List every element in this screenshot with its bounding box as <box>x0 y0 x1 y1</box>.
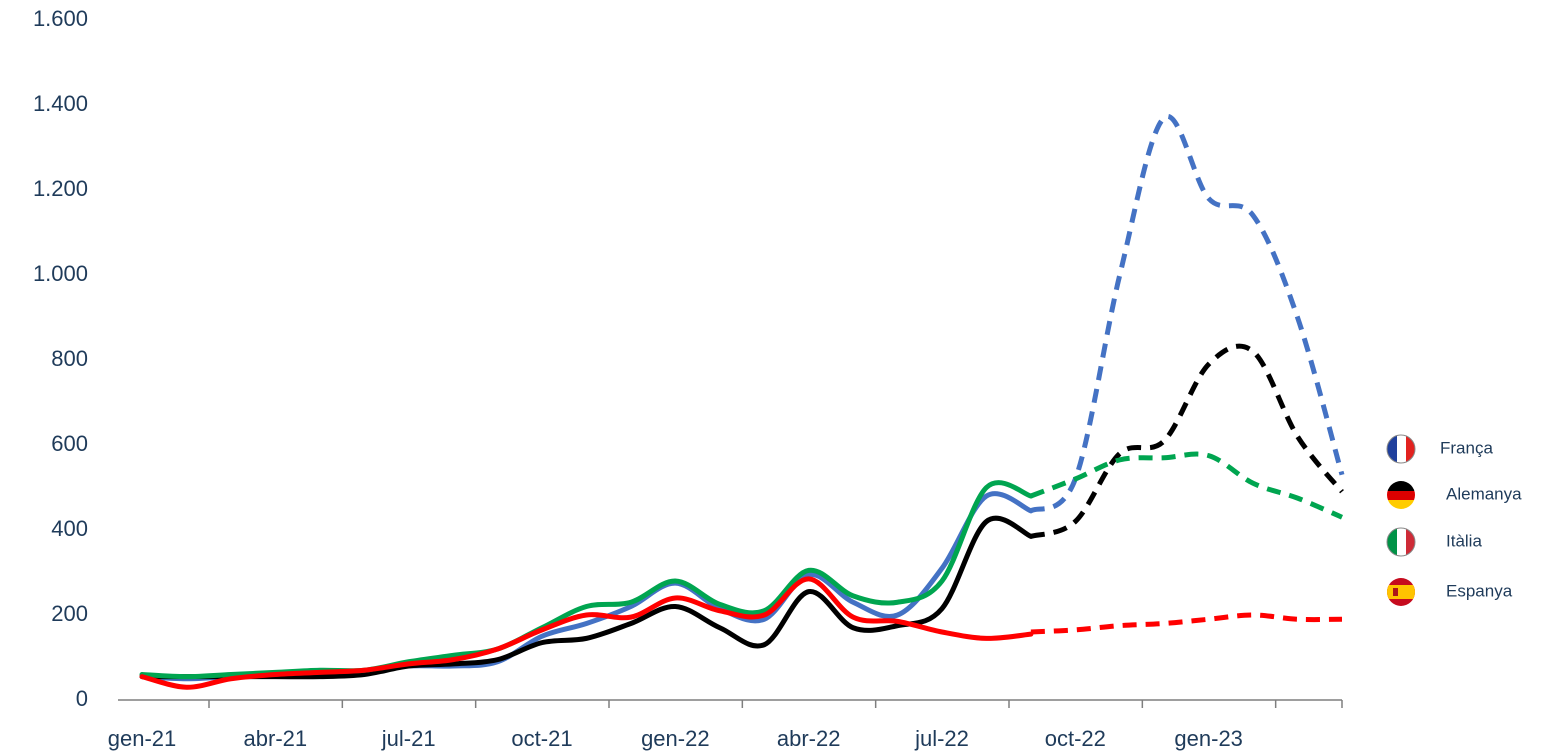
legend-label: França <box>1440 438 1493 457</box>
y-tick-label: 1.400 <box>33 91 88 116</box>
flag-spain <box>1387 578 1415 606</box>
y-tick-label: 1.600 <box>33 6 88 31</box>
legend-label: Itàlia <box>1446 531 1482 550</box>
x-tick-label: abr-22 <box>777 726 841 751</box>
forecast-line <box>1030 343 1344 539</box>
flag-italy <box>1386 527 1416 557</box>
line <box>139 491 1034 682</box>
x-tick-label: oct-22 <box>1045 726 1106 751</box>
x-tick-label: abr-21 <box>244 726 308 751</box>
y-tick-label: 600 <box>51 431 88 456</box>
line <box>139 480 1034 680</box>
forecast-line <box>1029 113 1345 514</box>
line <box>139 576 1034 690</box>
x-tick-label: gen-21 <box>108 726 177 751</box>
forecast-line <box>1030 612 1343 635</box>
y-tick-label: 0 <box>76 686 88 711</box>
y-tick-label: 800 <box>51 346 88 371</box>
x-tick-label: oct-21 <box>511 726 572 751</box>
legend-label: Espanya <box>1446 581 1513 600</box>
y-tick-label: 400 <box>51 516 88 541</box>
x-tick-label: jul-22 <box>914 726 969 751</box>
y-tick-label: 200 <box>51 601 88 626</box>
y-tick-label: 1.000 <box>33 261 88 286</box>
line <box>139 515 1034 680</box>
x-tick-label: gen-22 <box>641 726 710 751</box>
forecast-line <box>1029 451 1343 520</box>
legend-label: Alemanya <box>1446 484 1522 503</box>
flag-france <box>1386 434 1416 464</box>
flag-germany <box>1387 481 1415 509</box>
x-tick-label: jul-21 <box>381 726 436 751</box>
y-tick-label: 1.200 <box>33 176 88 201</box>
x-tick-label: gen-23 <box>1174 726 1243 751</box>
